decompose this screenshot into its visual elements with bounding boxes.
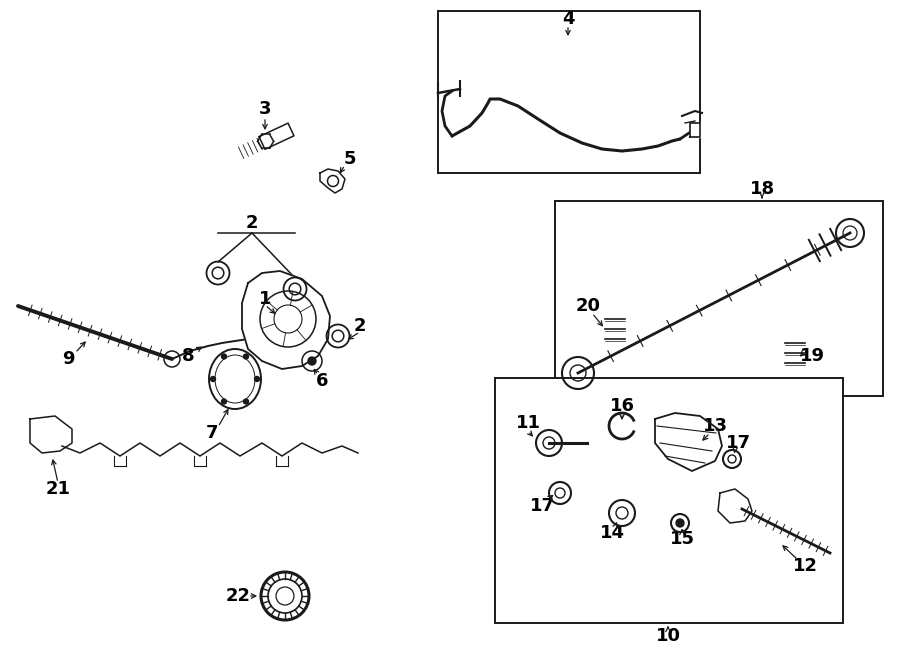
Text: 21: 21 <box>46 480 70 498</box>
Text: 11: 11 <box>516 414 541 432</box>
Text: 4: 4 <box>562 10 574 28</box>
Text: 14: 14 <box>599 524 625 542</box>
Circle shape <box>221 399 227 404</box>
Text: 16: 16 <box>609 397 634 415</box>
Text: 20: 20 <box>575 297 600 315</box>
Text: 22: 22 <box>226 587 250 605</box>
Text: 7: 7 <box>206 424 218 442</box>
Polygon shape <box>30 416 72 453</box>
Polygon shape <box>655 413 722 471</box>
Text: 2: 2 <box>246 214 258 232</box>
Bar <box>495 378 843 623</box>
Text: 18: 18 <box>750 180 775 198</box>
Text: 17: 17 <box>725 434 751 452</box>
Bar <box>438 11 700 173</box>
Polygon shape <box>690 123 700 137</box>
Text: 1: 1 <box>259 290 271 308</box>
Text: 12: 12 <box>793 557 817 575</box>
Text: 19: 19 <box>799 347 824 365</box>
Text: 15: 15 <box>670 530 695 548</box>
Text: 5: 5 <box>344 150 356 168</box>
Text: 3: 3 <box>259 100 271 118</box>
Text: 13: 13 <box>703 417 727 435</box>
Circle shape <box>221 354 227 359</box>
Polygon shape <box>242 271 330 369</box>
Bar <box>555 201 883 396</box>
Circle shape <box>244 399 248 404</box>
Circle shape <box>255 377 259 381</box>
Text: 17: 17 <box>529 497 554 515</box>
Circle shape <box>244 354 248 359</box>
Text: 2: 2 <box>354 317 366 335</box>
Text: 8: 8 <box>182 347 194 365</box>
Polygon shape <box>259 123 294 149</box>
Text: 6: 6 <box>316 372 328 390</box>
Circle shape <box>308 357 316 365</box>
Circle shape <box>211 377 215 381</box>
Circle shape <box>676 519 684 527</box>
Text: 10: 10 <box>655 627 680 645</box>
Text: 9: 9 <box>62 350 74 368</box>
Polygon shape <box>320 169 345 193</box>
Polygon shape <box>718 489 752 523</box>
